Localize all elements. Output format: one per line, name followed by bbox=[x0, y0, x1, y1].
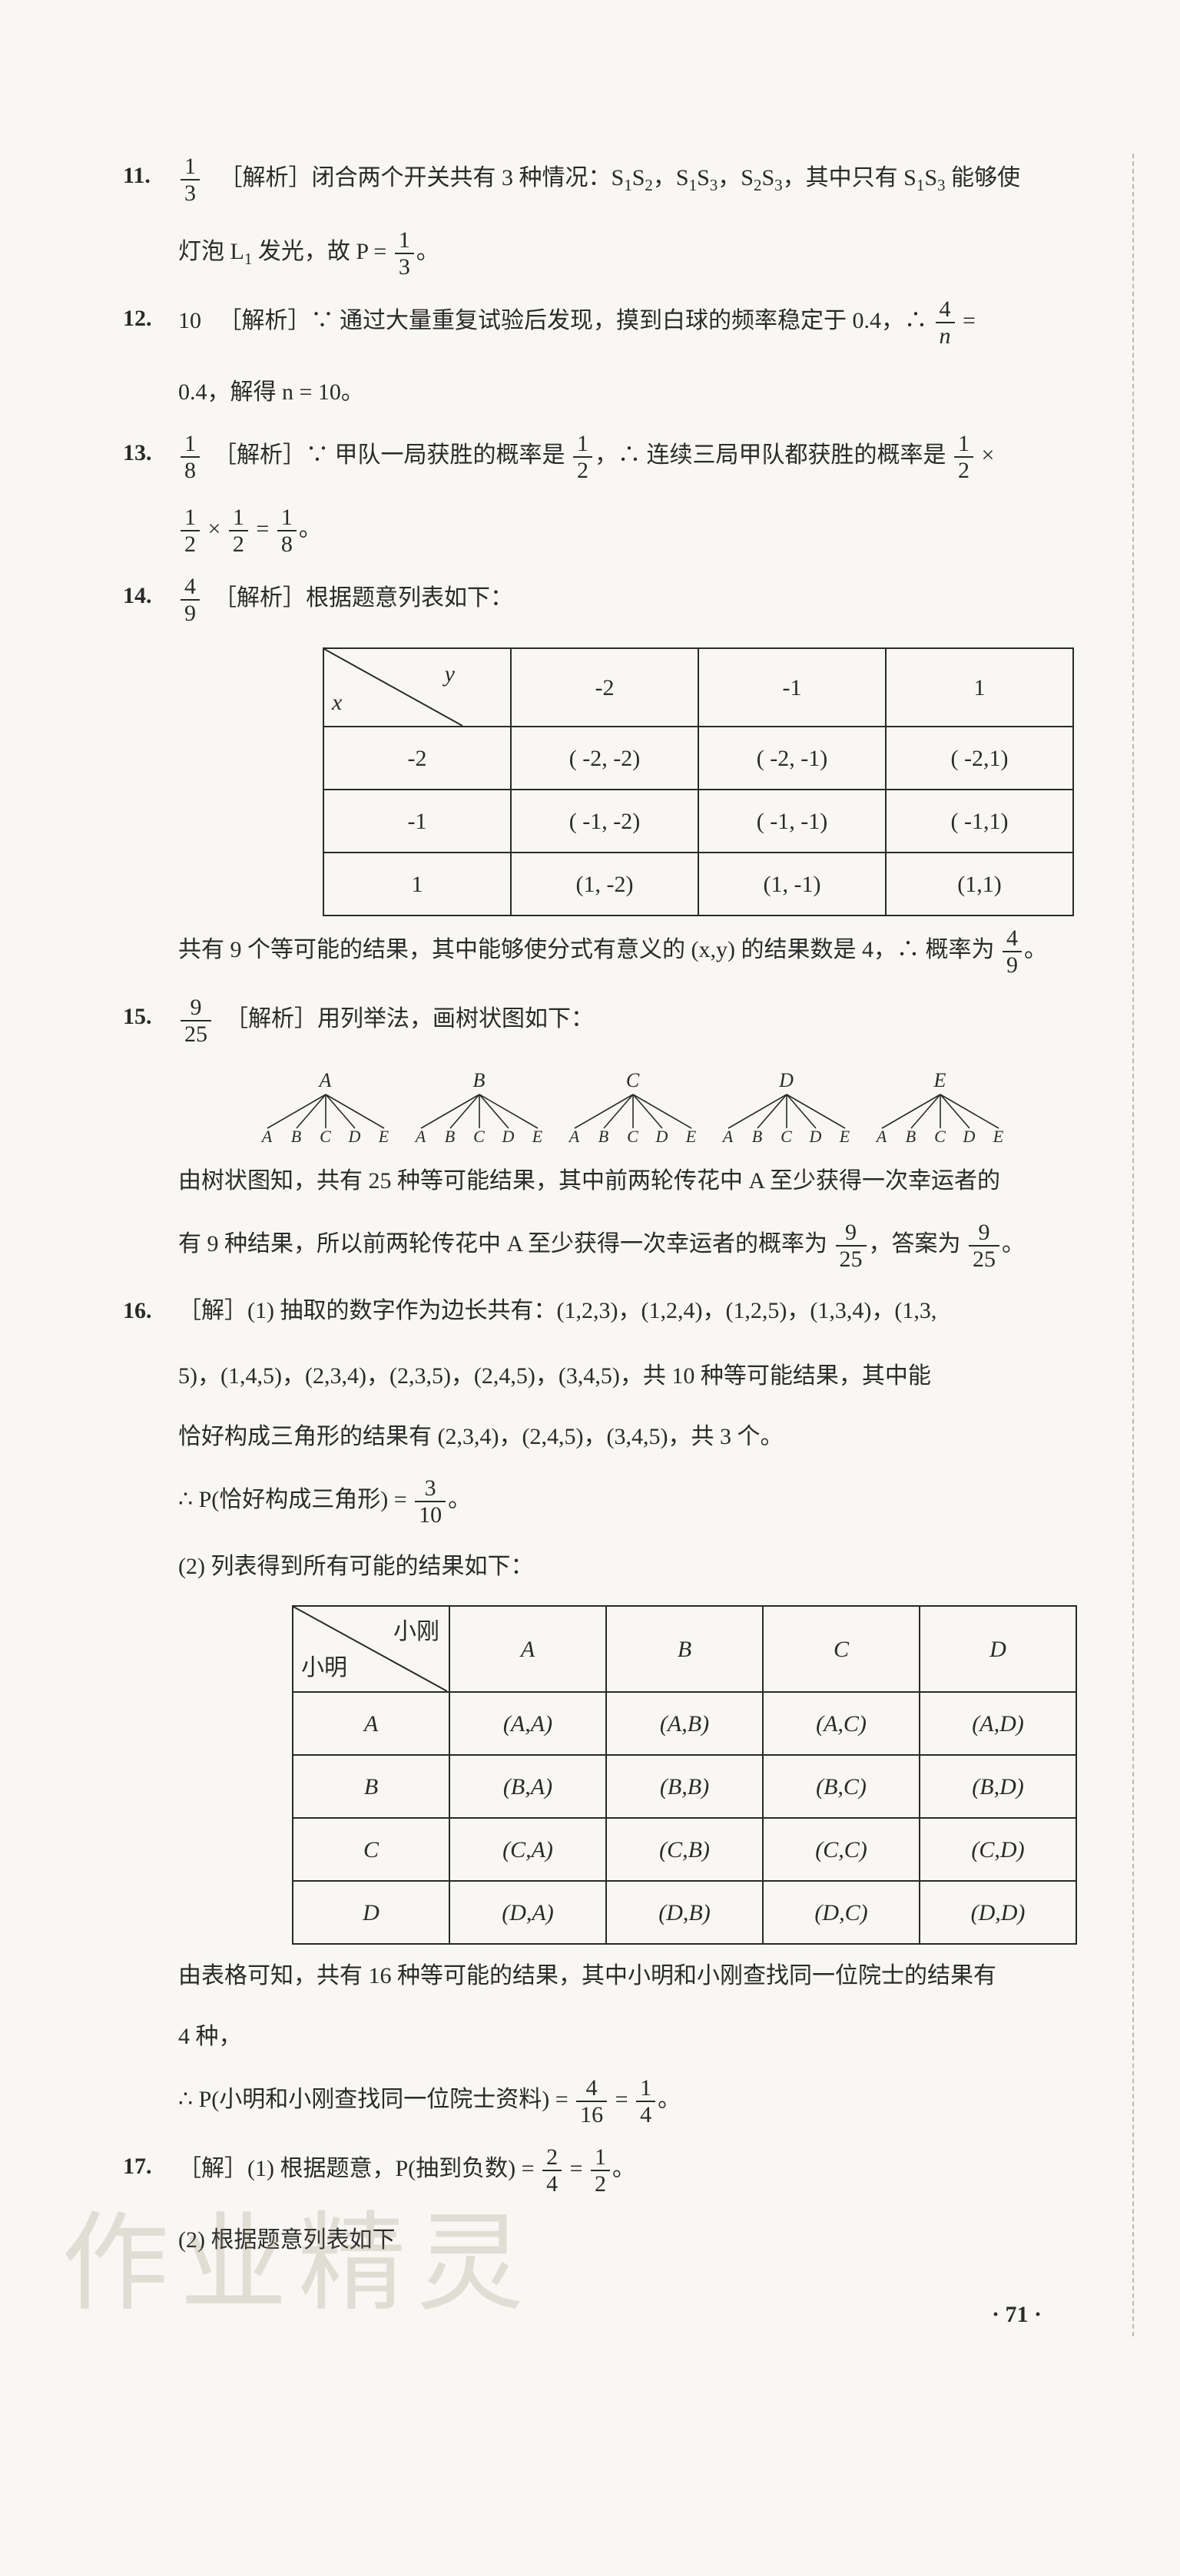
q14-col-0: -2 bbox=[511, 648, 698, 727]
tree-diagram-icon: AABCDEBABCDECABCDEDABCDEEABCDE bbox=[241, 1068, 1025, 1153]
q12: 12. 10 ［解析］∵ 通过大量重复试验后发现，摸到白球的频率稳定于 0.4，… bbox=[123, 296, 1088, 349]
q13-number: 13. bbox=[123, 431, 178, 483]
svg-text:A: A bbox=[260, 1127, 273, 1146]
q15-number: 15. bbox=[123, 995, 178, 1047]
svg-text:A: A bbox=[414, 1127, 426, 1146]
q11: 11. 1 3 ［解析］闭合两个开关共有 3 种情况：S1S2，S1S3，S2S… bbox=[123, 154, 1088, 206]
q12-answer: 10 bbox=[178, 308, 201, 333]
svg-text:E: E bbox=[532, 1127, 543, 1146]
svg-text:E: E bbox=[993, 1127, 1004, 1146]
q16-prob1: ∴ P(恰好构成三角形) = 310。 bbox=[178, 1475, 1088, 1528]
svg-text:D: D bbox=[809, 1127, 823, 1146]
analysis-label: ［解析］ bbox=[220, 165, 312, 190]
q14-diag-cell: y x bbox=[323, 648, 511, 727]
q16-diag-cell: 小刚 小明 bbox=[293, 1606, 449, 1692]
q13-body: 1 8 ［解析］∵ 甲队一局获胜的概率是 1 2 ，∴ 连续三局甲队都获胜的概率… bbox=[178, 431, 1088, 483]
q14: 14. 4 9 ［解析］根据题意列表如下： bbox=[123, 574, 1088, 626]
svg-text:C: C bbox=[934, 1127, 946, 1146]
q15: 15. 9 25 ［解析］用列举法，画树状图如下： bbox=[123, 995, 1088, 1047]
q15-answer: 9 25 bbox=[181, 995, 211, 1047]
q11-line2: 灯泡 L1 发光，故 P = 1 3 。 bbox=[178, 227, 1088, 280]
q13-line2: 12 × 12 = 18。 bbox=[178, 505, 1088, 557]
svg-text:A: A bbox=[721, 1127, 734, 1146]
q15-tree: AABCDEBABCDECABCDEDABCDEEABCDE bbox=[178, 1068, 1088, 1153]
svg-text:C: C bbox=[626, 1069, 640, 1091]
right-margin-rule bbox=[1132, 154, 1134, 2336]
q16-body: ［解］(1) 抽取的数字作为边长共有：(1,2,3)，(1,2,4)，(1,2,… bbox=[178, 1289, 1088, 1333]
q11-answer: 1 3 bbox=[181, 154, 200, 206]
svg-text:C: C bbox=[781, 1127, 793, 1146]
q14-number: 14. bbox=[123, 574, 178, 626]
svg-text:E: E bbox=[685, 1127, 697, 1146]
q14-col-1: -1 bbox=[698, 648, 886, 727]
svg-text:C: C bbox=[627, 1127, 639, 1146]
q16-table: 小刚 小明 A B C D A(A,A)(A,B)(A,C)(A,D) B(B,… bbox=[292, 1605, 1077, 1945]
q15-body: 9 25 ［解析］用列举法，画树状图如下： bbox=[178, 995, 1088, 1047]
svg-text:B: B bbox=[598, 1127, 609, 1146]
q15-para1: 由树状图知，共有 25 种等可能结果，其中前两轮传花中 A 至少获得一次幸运者的 bbox=[178, 1159, 1088, 1203]
q17-body: ［解］(1) 根据题意，P(抽到负数) = 24 = 12。 bbox=[178, 2144, 1088, 2197]
page-number: · 71 · bbox=[123, 2293, 1042, 2336]
svg-text:E: E bbox=[378, 1127, 389, 1146]
q14-table: y x -2 -1 1 -2 ( -2, -2) ( -2, -1) ( -2,… bbox=[323, 647, 1074, 916]
q16: 16. ［解］(1) 抽取的数字作为边长共有：(1,2,3)，(1,2,4)，(… bbox=[123, 1289, 1088, 1333]
svg-text:C: C bbox=[320, 1127, 332, 1146]
svg-text:A: A bbox=[318, 1069, 333, 1091]
q14-conclusion: 共有 9 个等可能的结果，其中能够使分式有意义的 (x,y) 的结果数是 4，∴… bbox=[178, 925, 1088, 978]
q16-table-wrap: 小刚 小明 A B C D A(A,A)(A,B)(A,C)(A,D) B(B,… bbox=[292, 1605, 1088, 1945]
q12-number: 12. bbox=[123, 296, 178, 349]
q15-para2: 有 9 种结果，所以前两轮传花中 A 至少获得一次幸运者的概率为 925，答案为… bbox=[178, 1220, 1088, 1272]
svg-text:B: B bbox=[473, 1069, 486, 1091]
q17: 17. ［解］(1) 根据题意，P(抽到负数) = 24 = 12。 bbox=[123, 2144, 1088, 2197]
svg-text:C: C bbox=[473, 1127, 486, 1146]
q13: 13. 1 8 ［解析］∵ 甲队一局获胜的概率是 1 2 ，∴ 连续三局甲队都获… bbox=[123, 431, 1088, 483]
svg-text:E: E bbox=[933, 1069, 947, 1091]
q13-answer: 1 8 bbox=[181, 431, 200, 483]
svg-text:B: B bbox=[291, 1127, 302, 1146]
svg-text:D: D bbox=[963, 1127, 976, 1146]
q16-prob2: ∴ P(小明和小刚查找同一位院士资料) = 416 = 14。 bbox=[178, 2075, 1088, 2127]
q16-number: 16. bbox=[123, 1289, 178, 1333]
svg-text:D: D bbox=[502, 1127, 515, 1146]
svg-text:B: B bbox=[752, 1127, 763, 1146]
q11-body: 1 3 ［解析］闭合两个开关共有 3 种情况：S1S2，S1S3，S2S3，其中… bbox=[178, 154, 1088, 206]
q14-col-2: 1 bbox=[886, 648, 1073, 727]
q11-prob: 1 3 bbox=[395, 227, 414, 280]
svg-text:D: D bbox=[778, 1069, 794, 1091]
q12-line2: 0.4，解得 n = 10。 bbox=[178, 370, 1088, 414]
q11-number: 11. bbox=[123, 154, 178, 206]
q12-frac: 4 n bbox=[936, 296, 955, 349]
q14-answer: 4 9 bbox=[181, 574, 200, 626]
svg-text:B: B bbox=[906, 1127, 916, 1146]
svg-text:A: A bbox=[875, 1127, 887, 1146]
q12-body: 10 ［解析］∵ 通过大量重复试验后发现，摸到白球的频率稳定于 0.4，∴ 4 … bbox=[178, 296, 1088, 349]
svg-text:E: E bbox=[839, 1127, 850, 1146]
svg-text:D: D bbox=[348, 1127, 362, 1146]
svg-text:B: B bbox=[445, 1127, 456, 1146]
q17-number: 17. bbox=[123, 2144, 178, 2197]
page: 11. 1 3 ［解析］闭合两个开关共有 3 种情况：S1S2，S1S3，S2S… bbox=[0, 0, 1180, 2429]
q14-body: 4 9 ［解析］根据题意列表如下： bbox=[178, 574, 1088, 626]
q14-table-wrap: y x -2 -1 1 -2 ( -2, -2) ( -2, -1) ( -2,… bbox=[323, 647, 1088, 916]
diagonal-icon bbox=[324, 649, 462, 726]
svg-text:A: A bbox=[568, 1127, 580, 1146]
svg-text:D: D bbox=[655, 1127, 669, 1146]
